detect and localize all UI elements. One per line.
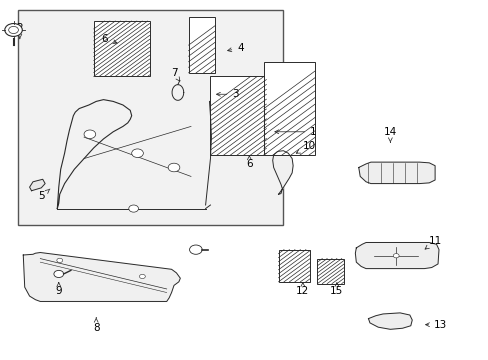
Text: 10: 10 xyxy=(296,141,315,153)
Bar xyxy=(188,18,215,73)
Bar xyxy=(317,258,344,284)
Text: 2: 2 xyxy=(17,23,23,39)
Bar xyxy=(210,76,266,155)
Polygon shape xyxy=(358,162,434,184)
Circle shape xyxy=(54,270,63,278)
Text: 6: 6 xyxy=(102,34,117,44)
Circle shape xyxy=(131,149,143,157)
Text: 1: 1 xyxy=(274,127,316,137)
Circle shape xyxy=(168,163,180,172)
Text: 6: 6 xyxy=(245,156,252,169)
Circle shape xyxy=(392,253,398,258)
Circle shape xyxy=(5,23,22,36)
Text: 15: 15 xyxy=(329,283,343,296)
Text: 11: 11 xyxy=(424,236,442,249)
Text: 8: 8 xyxy=(93,318,100,333)
Circle shape xyxy=(128,205,138,212)
Polygon shape xyxy=(368,313,411,329)
Bar xyxy=(94,21,149,76)
Polygon shape xyxy=(30,179,45,191)
Circle shape xyxy=(139,274,145,279)
Polygon shape xyxy=(355,243,438,269)
Circle shape xyxy=(189,245,202,254)
Bar xyxy=(19,10,283,225)
Circle shape xyxy=(9,26,19,33)
Polygon shape xyxy=(23,252,180,301)
Text: 3: 3 xyxy=(216,89,239,99)
Bar xyxy=(278,249,309,282)
Text: 13: 13 xyxy=(425,320,447,330)
Text: 5: 5 xyxy=(39,189,50,201)
Text: 14: 14 xyxy=(383,127,396,142)
Text: 9: 9 xyxy=(55,283,62,296)
Text: 7: 7 xyxy=(170,68,180,81)
Bar xyxy=(264,62,314,155)
Text: 4: 4 xyxy=(227,43,244,53)
Circle shape xyxy=(57,258,62,262)
Circle shape xyxy=(84,130,96,139)
Polygon shape xyxy=(272,151,292,194)
Text: 12: 12 xyxy=(296,283,309,296)
